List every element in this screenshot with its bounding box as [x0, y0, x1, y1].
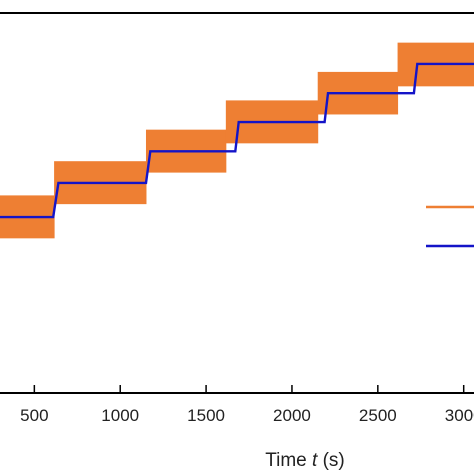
x-tick-label-2000: 2000	[273, 406, 311, 425]
x-tick-label-3000: 3000	[445, 406, 474, 425]
x-tick-label-500: 500	[20, 406, 48, 425]
x-axis-label-suffix: (s)	[317, 450, 344, 471]
x-axis-label: Time t (s)	[265, 450, 345, 471]
x-axis-label-prefix: Time	[265, 450, 312, 471]
x-axis-label-variable: t	[312, 450, 318, 471]
axes-frame	[0, 12, 474, 394]
x-tick-label-1500: 1500	[187, 406, 225, 425]
x-ticks: 500 1000 1500 2000 2500 3000	[20, 385, 474, 425]
legend	[426, 205, 474, 248]
line-series	[0, 62, 474, 219]
x-tick-label-1000: 1000	[101, 406, 139, 425]
x-tick-label-2500: 2500	[359, 406, 397, 425]
